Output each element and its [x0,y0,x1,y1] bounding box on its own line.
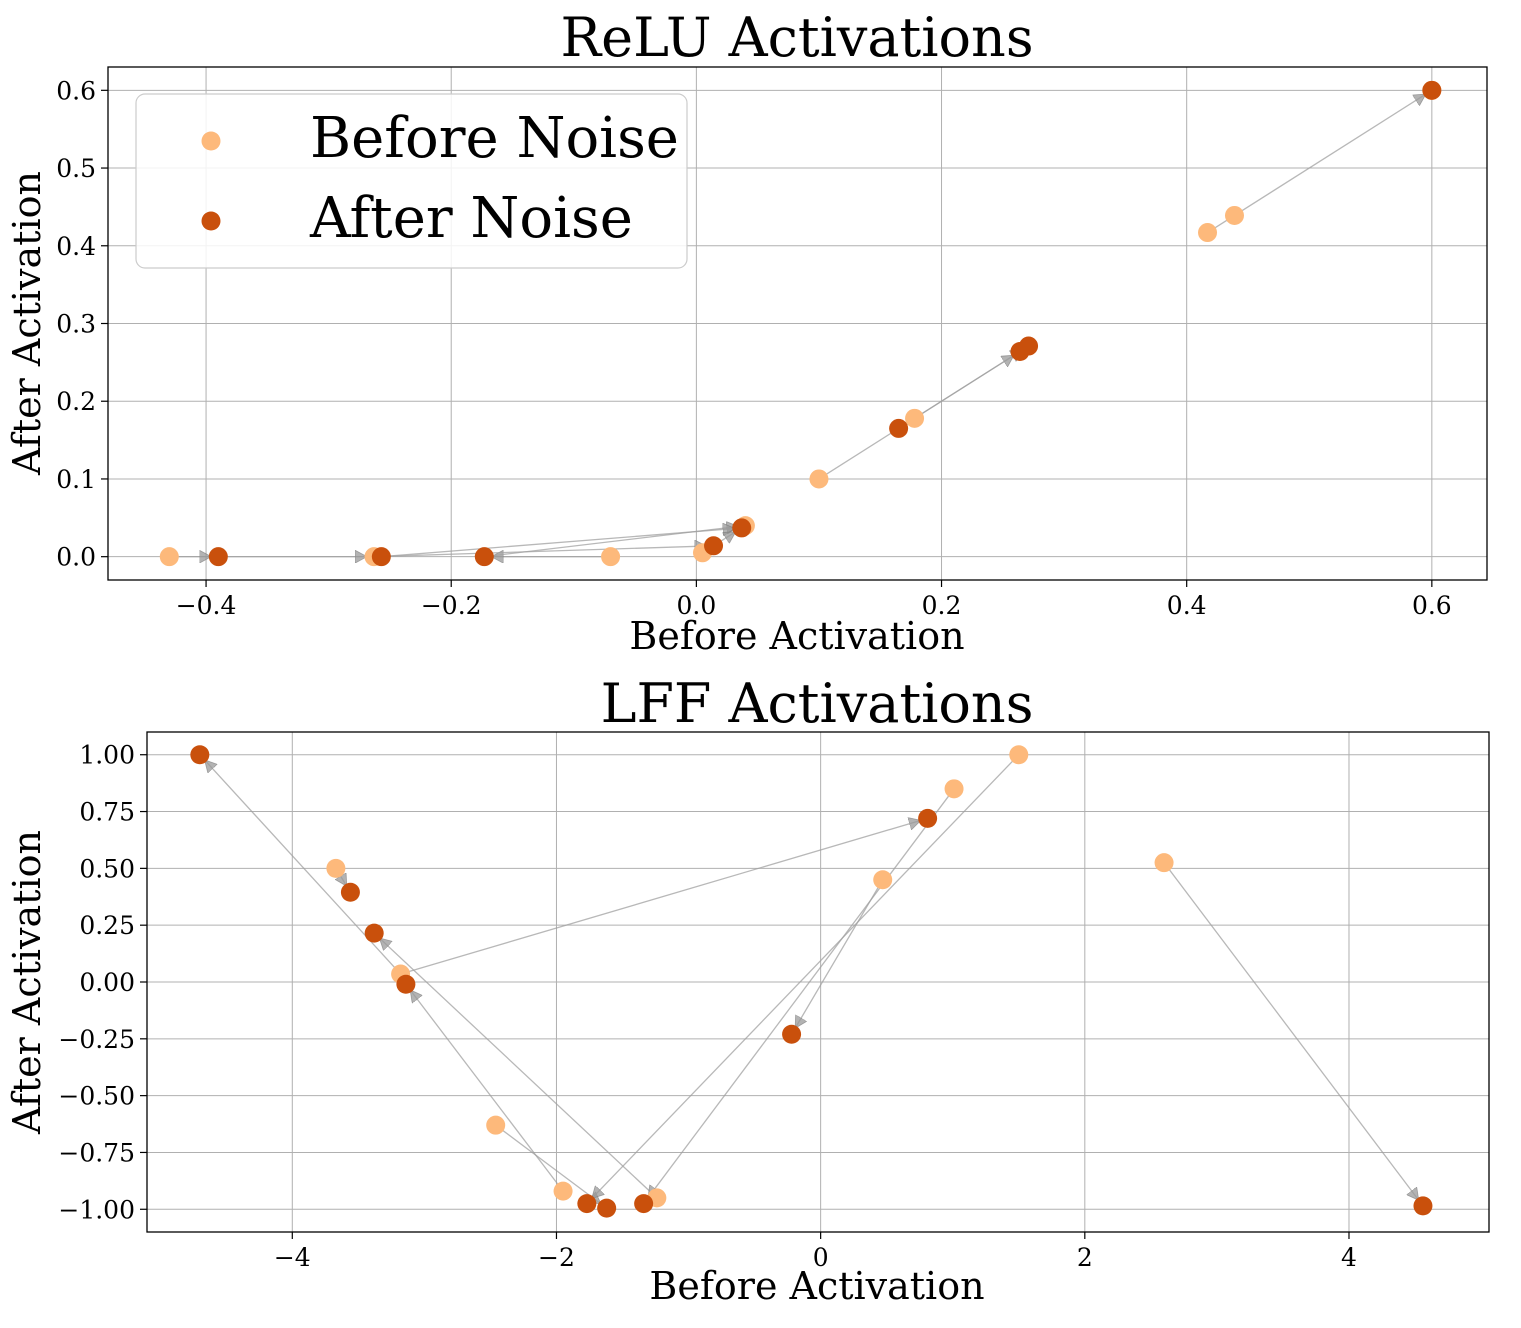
lff-y-tick-label: 0.25 [79,911,135,940]
relu-before-noise-point [1224,205,1244,225]
relu-x-tick-label: 0.6 [1412,591,1452,620]
relu-after-noise-point [1019,336,1039,356]
relu-y-tick-label: 0.0 [56,543,96,572]
legend-label-before-noise: Before Noise [310,106,679,171]
lff-noise-arrow [592,754,1020,1198]
relu-x-tick-label: −0.4 [176,591,237,620]
relu-after-noise-point [732,518,752,538]
lff-noise-arrow [1163,862,1418,1200]
lff-after-noise-point [597,1198,617,1218]
lff-chart: LFF Activations −4 −2 0 2 4 1.00 0.75 0.50 0.25… [5,672,1490,1308]
lff-after-noise-point [340,882,360,902]
relu-y-tick-label: 0.4 [56,232,96,261]
legend-marker-before-noise [201,131,221,151]
relu-noise-arrow [381,529,733,558]
relu-before-noise-point [809,469,829,489]
lff-y-tick-label: 0.50 [79,854,135,883]
lff-after-noise-point [577,1194,597,1214]
lff-y-tick-label: −0.75 [58,1138,135,1167]
relu-noise-arrow [1207,95,1426,234]
lff-x-ticks: −4 −2 0 2 4 [274,1232,1357,1272]
relu-x-tick-label: 0.2 [922,591,962,620]
lff-after-noise-point [190,745,210,765]
relu-y-tick-label: 0.2 [56,387,96,416]
lff-y-tick-label: 0.00 [79,968,135,997]
lff-after-noise-point [364,923,384,943]
relu-x-tick-label: 0.4 [1167,591,1207,620]
relu-x-axis-label: Before Activation [629,614,964,658]
lff-before-noise-point [553,1181,573,1201]
relu-y-tick-label: 0.3 [56,310,96,339]
legend-box [135,93,688,269]
lff-noise-arrow [411,991,564,1192]
relu-x-tick-label: 0.0 [676,591,716,620]
lff-after-noise-point [918,808,938,828]
lff-after-noise-point [1413,1196,1433,1216]
lff-before-noise-point [1009,745,1029,765]
lff-chart-title: LFF Activations [601,672,1034,735]
lff-x-tick-label: −4 [274,1243,311,1272]
relu-after-noise-point [1422,80,1442,100]
lff-y-tick-label: −1.00 [58,1195,135,1224]
relu-after-noise-point [889,418,909,438]
relu-before-noise-point [159,547,179,567]
relu-noise-arrow [373,546,706,558]
relu-before-noise-point [1198,223,1218,243]
lff-x-tick-label: −2 [538,1243,575,1272]
lff-after-noise-point [634,1194,654,1214]
relu-y-tick-label: 0.6 [56,76,96,105]
lff-noise-arrow [380,939,658,1199]
lff-after-noise-point [396,974,416,994]
lff-noise-arrow [495,1124,601,1203]
lff-x-tick-label: 0 [813,1243,829,1272]
relu-after-noise-point [474,547,494,567]
relu-chart-title: ReLU Activations [560,6,1033,69]
relu-before-noise-point [905,408,925,428]
lff-y-tick-label: 0.75 [79,798,135,827]
relu-arrows [169,95,1425,557]
lff-before-noise-point [326,858,346,878]
relu-legend: Before Noise After Noise [135,93,688,269]
lff-grid [147,732,1489,1232]
relu-noise-arrow [914,350,1022,419]
relu-after-noise-point [704,536,724,556]
lff-y-ticks: 1.00 0.75 0.50 0.25 0.00 −0.25 −0.50 −0.75 −1.00 [58,741,147,1224]
relu-after-noise-point [208,547,228,567]
lff-noise-arrow [400,821,920,975]
lff-arrows [205,754,1418,1204]
lff-before-noise-point [873,870,893,890]
legend-label-after-noise: After Noise [309,186,633,251]
relu-y-axis-label: After Activation [5,171,49,476]
lff-y-tick-label: 1.00 [79,741,135,770]
lff-before-noise-point [486,1115,506,1135]
legend-marker-after-noise [201,211,221,231]
relu-before-noise-point [601,547,621,567]
lff-before-noise-point [944,779,964,799]
relu-x-tick-label: −0.2 [421,591,482,620]
lff-y-axis-label: After Activation [5,830,49,1135]
relu-y-tick-label: 0.5 [56,154,96,183]
lff-y-tick-label: −0.25 [58,1025,135,1054]
lff-x-axis-label: Before Activation [649,1264,984,1308]
lff-x-tick-label: 4 [1341,1243,1357,1272]
lff-after-noise-point [782,1024,802,1044]
lff-noise-arrow [796,879,884,1028]
relu-chart: ReLU Activations −0.4 −0.2 0.0 0.2 0.4 0.6 0.… [5,6,1488,658]
relu-x-ticks: −0.4 −0.2 0.0 0.2 0.4 0.6 [176,580,1452,620]
relu-after-noise-point [371,547,391,567]
relu-y-tick-label: 0.1 [56,465,96,494]
lff-x-tick-label: 2 [1077,1243,1093,1272]
lff-noise-arrow [648,788,955,1197]
relu-y-ticks: 0.0 0.1 0.2 0.3 0.4 0.5 0.6 [56,76,108,572]
lff-points [190,745,1433,1218]
relu-points [159,80,1442,567]
lff-before-noise-point [1154,853,1174,873]
lff-y-tick-label: −0.50 [58,1082,135,1111]
